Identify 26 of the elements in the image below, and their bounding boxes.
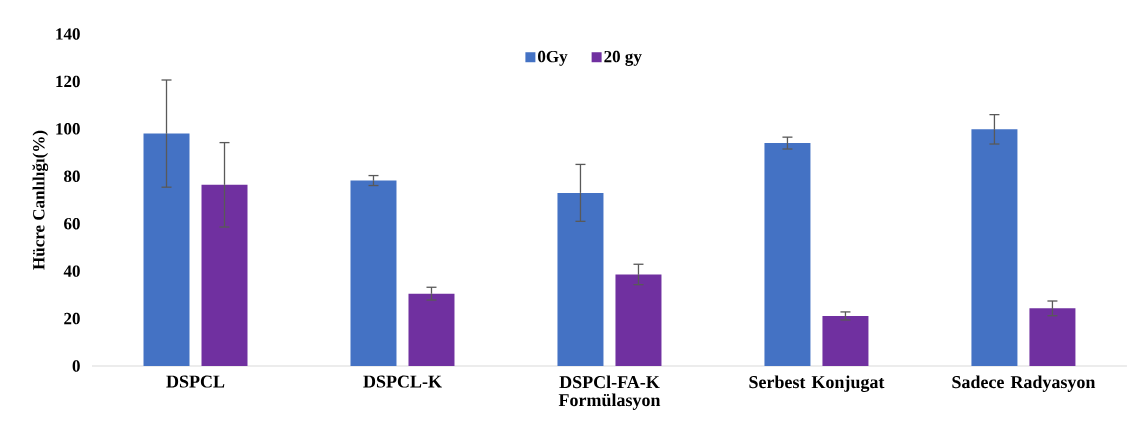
bar [1029,308,1076,366]
x-tick-label: DSPCL [166,375,225,388]
y-tick-label: 120 [56,75,80,88]
legend-label: 20 gy [604,50,642,66]
bar [971,129,1018,366]
y-axis-title: Hücre Canlılığı(%) [32,130,49,270]
y-tick-label: 40 [63,265,80,277]
bar [143,133,190,366]
y-tick-label: 80 [64,170,80,183]
legend-label: 0Gy [538,50,568,66]
y-tick-label: 140 [56,28,80,40]
y-tick-label: 100 [56,123,80,135]
bar [350,180,397,366]
bar [408,293,455,366]
bar [764,143,811,366]
x-tick-label: Sadece Radyasyon [952,375,1096,392]
bar [822,315,869,366]
x-tick-label: DSPCl-FA-K Formülasyon [558,375,661,410]
bar [557,192,604,366]
x-tick-label: DSPCL-K [363,375,442,388]
bar [615,274,662,366]
bar [201,184,248,366]
y-tick-label: 0 [72,360,80,372]
y-tick-label: 20 [64,312,80,325]
y-tick-label: 60 [64,217,80,230]
x-tick-label: Serbest Konjugat [749,375,885,392]
